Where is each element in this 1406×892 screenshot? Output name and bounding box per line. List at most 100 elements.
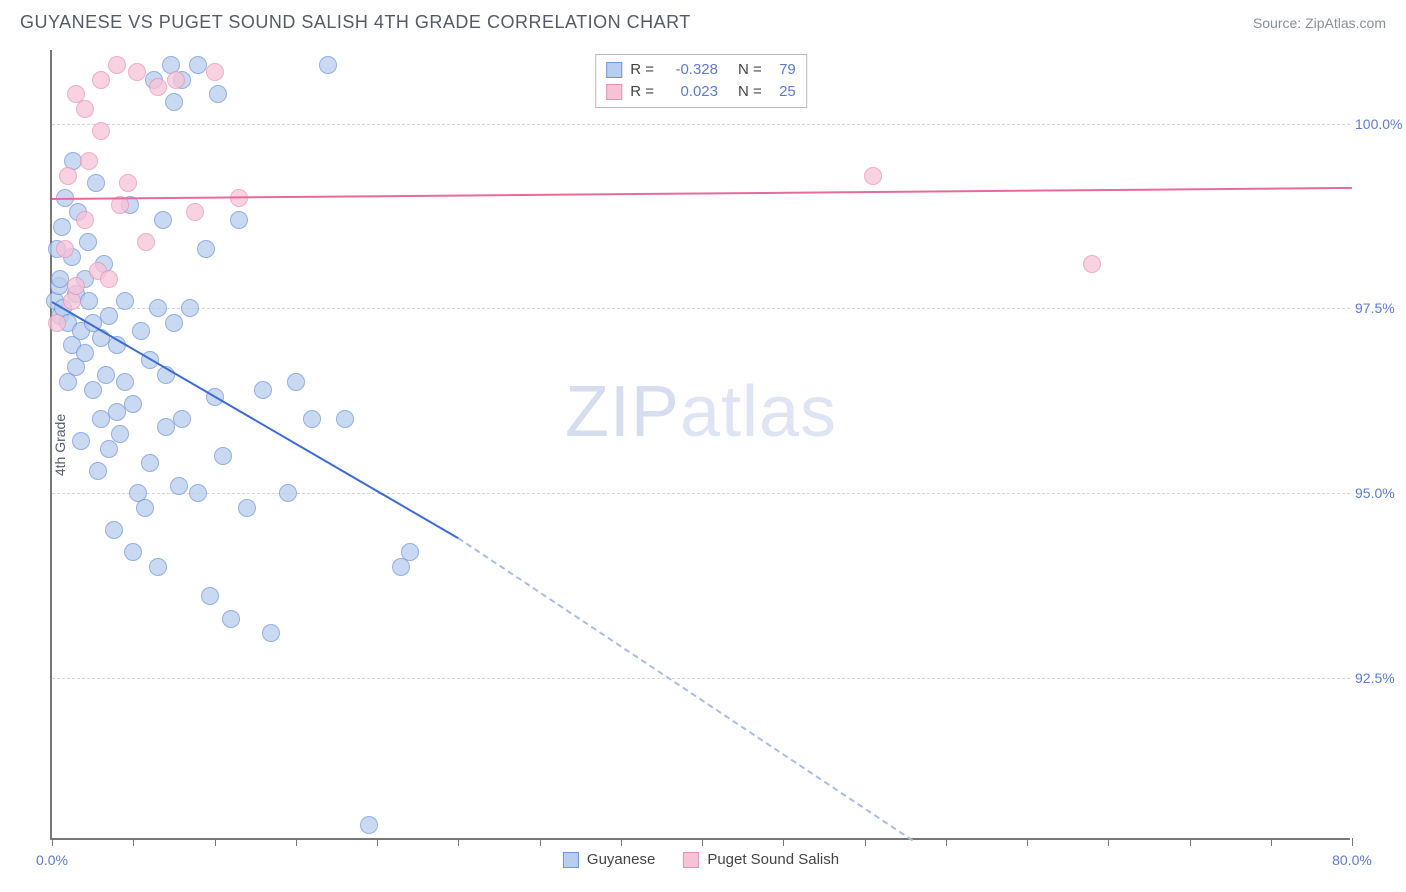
data-point-pink — [206, 63, 224, 81]
x-tick — [946, 838, 947, 846]
data-point-blue — [124, 543, 142, 561]
watermark: ZIPatlas — [565, 371, 837, 453]
data-point-pink — [92, 122, 110, 140]
data-point-blue — [108, 403, 126, 421]
gridline — [52, 678, 1350, 679]
x-tick — [296, 838, 297, 846]
data-point-blue — [76, 344, 94, 362]
data-point-blue — [116, 292, 134, 310]
x-tick-label: 80.0% — [1332, 852, 1372, 868]
r-value: -0.328 — [662, 59, 718, 81]
data-point-blue — [149, 558, 167, 576]
legend-item: Puget Sound Salish — [683, 851, 839, 868]
legend-swatch — [606, 62, 622, 78]
data-point-pink — [149, 78, 167, 96]
x-tick — [1190, 838, 1191, 846]
plot-region: ZIPatlas R =-0.328N =79R = 0.023N =25 Gu… — [50, 50, 1350, 840]
data-point-blue — [165, 314, 183, 332]
y-tick-label: 95.0% — [1355, 485, 1406, 501]
x-tick — [52, 838, 53, 846]
gridline — [52, 493, 1350, 494]
data-point-blue — [319, 56, 337, 74]
data-point-blue — [72, 432, 90, 450]
n-value: 25 — [770, 81, 796, 103]
n-value: 79 — [770, 59, 796, 81]
y-tick-label: 97.5% — [1355, 300, 1406, 316]
data-point-blue — [97, 366, 115, 384]
legend-swatch — [563, 852, 579, 868]
legend-item: Guyanese — [563, 851, 655, 868]
gridline — [52, 308, 1350, 309]
data-point-blue — [222, 610, 240, 628]
data-point-blue — [154, 211, 172, 229]
y-tick-label: 100.0% — [1355, 116, 1406, 132]
legend-label: Puget Sound Salish — [707, 851, 839, 868]
data-point-pink — [67, 277, 85, 295]
data-point-blue — [279, 484, 297, 502]
x-tick — [1108, 838, 1109, 846]
data-point-pink — [128, 63, 146, 81]
watermark-bold: ZIP — [565, 372, 680, 452]
y-tick-label: 92.5% — [1355, 670, 1406, 686]
legend-label: Guyanese — [587, 851, 655, 868]
x-tick — [1271, 838, 1272, 846]
data-point-pink — [76, 211, 94, 229]
x-tick — [133, 838, 134, 846]
r-value: 0.023 — [662, 81, 718, 103]
series-legend: Guyanese Puget Sound Salish — [563, 851, 839, 868]
watermark-light: atlas — [680, 372, 837, 452]
data-point-blue — [80, 292, 98, 310]
data-point-pink — [137, 233, 155, 251]
r-label: R = — [630, 81, 654, 103]
x-tick — [1027, 838, 1028, 846]
x-tick — [458, 838, 459, 846]
data-point-blue — [87, 174, 105, 192]
stats-row: R = 0.023 N = 25 — [606, 81, 796, 103]
data-point-blue — [262, 624, 280, 642]
data-point-blue — [214, 447, 232, 465]
data-point-pink — [1083, 255, 1101, 273]
x-tick — [540, 838, 541, 846]
data-point-blue — [165, 93, 183, 111]
data-point-pink — [48, 314, 66, 332]
chart-area: 4th Grade ZIPatlas R =-0.328N =79R = 0.0… — [50, 50, 1350, 840]
data-point-pink — [100, 270, 118, 288]
data-point-blue — [230, 211, 248, 229]
data-point-blue — [149, 299, 167, 317]
x-tick — [377, 838, 378, 846]
data-point-pink — [80, 152, 98, 170]
data-point-blue — [181, 299, 199, 317]
data-point-pink — [119, 174, 137, 192]
data-point-blue — [336, 410, 354, 428]
stats-row: R =-0.328N =79 — [606, 59, 796, 81]
data-point-blue — [287, 373, 305, 391]
data-point-blue — [197, 240, 215, 258]
data-point-blue — [111, 425, 129, 443]
data-point-pink — [186, 203, 204, 221]
data-point-pink — [59, 167, 77, 185]
x-tick — [215, 838, 216, 846]
x-tick-label: 0.0% — [36, 852, 68, 868]
gridline — [52, 124, 1350, 125]
data-point-blue — [173, 410, 191, 428]
data-point-pink — [108, 56, 126, 74]
data-point-blue — [100, 440, 118, 458]
data-point-blue — [238, 499, 256, 517]
data-point-blue — [136, 499, 154, 517]
data-point-pink — [56, 240, 74, 258]
data-point-blue — [201, 587, 219, 605]
data-point-blue — [100, 307, 118, 325]
n-label: N = — [738, 81, 762, 103]
data-point-blue — [254, 381, 272, 399]
data-point-blue — [124, 395, 142, 413]
n-label: N = — [738, 59, 762, 81]
data-point-blue — [141, 454, 159, 472]
data-point-blue — [105, 521, 123, 539]
data-point-blue — [303, 410, 321, 428]
legend-swatch — [683, 852, 699, 868]
x-tick — [621, 838, 622, 846]
legend-swatch — [606, 84, 622, 100]
data-point-blue — [89, 462, 107, 480]
data-point-blue — [116, 373, 134, 391]
data-point-pink — [864, 167, 882, 185]
